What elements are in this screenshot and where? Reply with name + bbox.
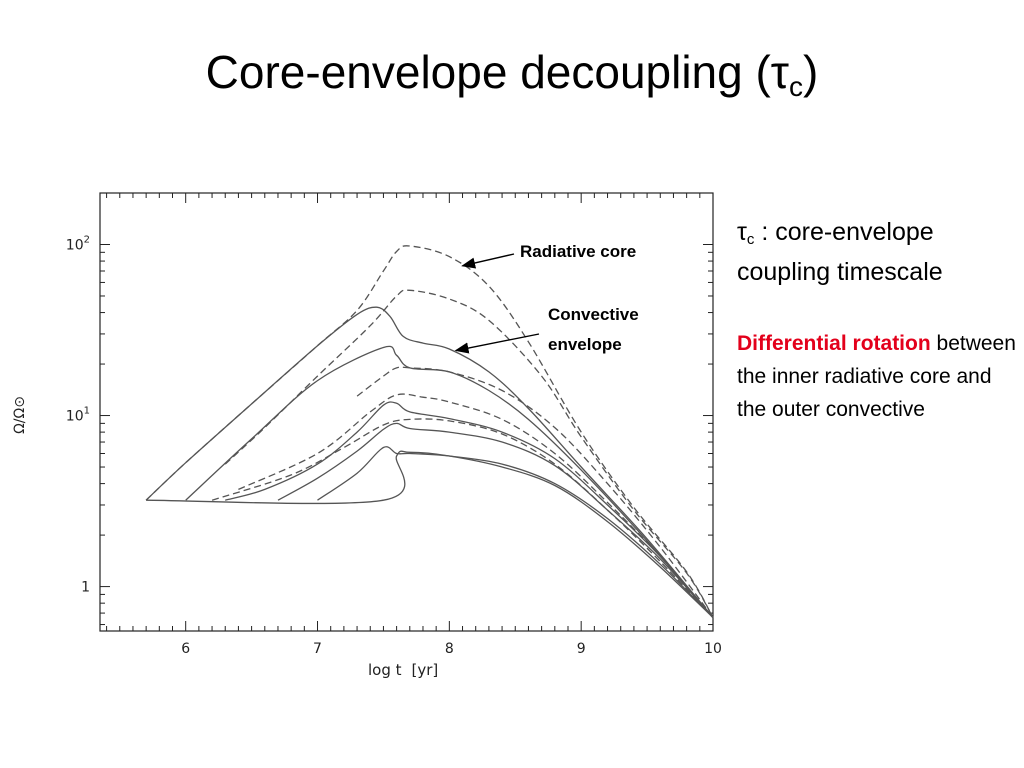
series-9-solid-line	[277, 422, 714, 618]
series-2-dashed-line	[224, 289, 714, 618]
x-tick-label: 8	[445, 641, 454, 657]
slide-title: Core-envelope decoupling (τc)	[0, 42, 1024, 117]
x-axis-label: log t [yr]	[368, 661, 438, 679]
annotation-2: Convective envelope	[548, 305, 639, 354]
y-tick-label: 1	[81, 580, 90, 596]
annotation-1-arrow	[461, 253, 515, 269]
slide-title-end: )	[802, 46, 819, 98]
series-6-solid-line	[145, 306, 714, 618]
annotation-2-arrow	[454, 333, 540, 354]
definition-body: : core-envelope coupling timescale	[737, 218, 943, 286]
series-11-solid-line	[146, 450, 714, 618]
side-notes: τc : core-envelope coupling timescale Di…	[737, 216, 1017, 426]
definition-text: τc : core-envelope coupling timescale	[737, 216, 1017, 289]
plot-frame	[99, 192, 714, 632]
differential-rotation-text: Differential rotation between the inner …	[737, 327, 1017, 426]
x-axis-label-unit: [yr]	[412, 661, 439, 679]
series-7-solid-line	[185, 345, 714, 618]
x-tick-label: 7	[313, 641, 322, 657]
series-3-dashed-line	[356, 366, 714, 618]
x-axis-label-text: log t	[368, 661, 402, 679]
x-tick-label: 6	[181, 641, 190, 657]
series-1-dashed-line	[145, 245, 714, 618]
y-tick-label: 102	[66, 234, 90, 253]
tau-subscript: c	[746, 231, 755, 248]
tau-symbol: τ	[737, 218, 747, 246]
annotation-1: Radiative core	[520, 242, 636, 261]
annotations: Radiative core Convective envelope	[454, 242, 639, 354]
series-8-solid-line	[225, 401, 714, 618]
y-axis-label: Ω/Ω⊙	[12, 396, 28, 434]
differential-rotation-body: between the inner radiative core and the…	[737, 332, 1016, 421]
slide-title-subscript: c	[788, 71, 803, 102]
series-10-solid-line	[317, 446, 714, 618]
highlight-term: Differential rotation	[737, 332, 931, 355]
x-tick-label: 9	[577, 641, 586, 657]
x-tick-label: 10	[704, 641, 722, 657]
y-tick-label: 101	[66, 406, 90, 425]
series-5-dashed-line	[211, 418, 714, 618]
slide-title-main: Core-envelope decoupling (τ	[205, 46, 789, 98]
x-tick-labels: 6 7 8 9 10	[181, 641, 722, 657]
y-tick-labels: 102 101 1	[66, 234, 90, 595]
data-curves	[145, 245, 714, 618]
axis-ticks	[100, 192, 714, 631]
series-4-dashed-line	[238, 393, 714, 618]
